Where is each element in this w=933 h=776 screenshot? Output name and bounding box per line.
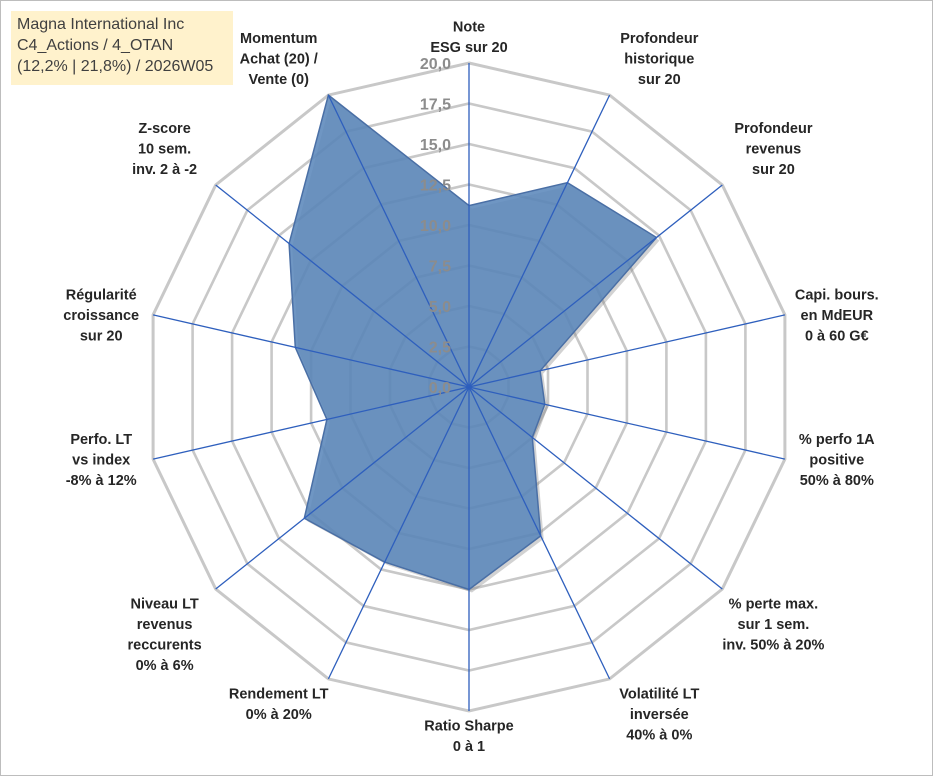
- axis-label: 0 à 60 G€: [805, 329, 869, 345]
- axis-label: sur 20: [752, 162, 795, 178]
- tick-label: 12,5: [420, 178, 451, 195]
- axis-label: revenus: [137, 617, 193, 633]
- axis-spoke: [327, 94, 470, 388]
- axis-label: Ratio Sharpe: [424, 719, 513, 735]
- spoke-layer: [152, 63, 786, 711]
- portfolio-path: C4_Actions / 4_OTAN: [17, 37, 174, 54]
- axis-label: sur 20: [80, 329, 123, 345]
- axis-label: -8% à 12%: [66, 473, 137, 489]
- tick-label: 10,0: [420, 218, 451, 235]
- axis-spoke: [215, 184, 470, 388]
- axis-label: Rendement LT: [229, 686, 329, 702]
- axis-label: positive: [809, 452, 864, 468]
- axis-label: 50% à 80%: [800, 473, 874, 489]
- axis-label: 10 sem.: [138, 142, 191, 158]
- tick-label: 2,5: [429, 340, 451, 357]
- axis-label: 40% à 0%: [626, 727, 692, 743]
- axis-spoke: [468, 386, 611, 680]
- axis-label: Vente (0): [248, 72, 309, 88]
- axis-label: Z-score: [138, 121, 190, 137]
- axis-label: Achat (20) /: [240, 52, 318, 68]
- axis-label: Momentum: [240, 31, 317, 47]
- axis-label: Profondeur: [620, 31, 698, 47]
- axis-label: historique: [624, 52, 694, 68]
- stats-week: (12,2% | 21,8%) / 2026W05: [17, 58, 214, 75]
- axis-label: 0% à 20%: [246, 707, 312, 723]
- axis-label: Régularité: [66, 288, 137, 304]
- axis-spoke: [152, 314, 470, 388]
- axis-label: % perfo 1A: [799, 432, 875, 448]
- axis-label: croissance: [63, 308, 139, 324]
- tick-label: 7,5: [429, 259, 451, 276]
- axis-label: revenus: [746, 142, 802, 158]
- tick-label: 17,5: [420, 97, 451, 114]
- axis-label: sur 20: [638, 72, 681, 88]
- tick-label: 5,0: [429, 299, 451, 316]
- tick-layer: 0,0 2,5 5,0 7,5 10,0 12,5 15,0 17,5 20,0: [420, 56, 451, 397]
- axis-label: Profondeur: [734, 121, 812, 137]
- axis-spoke: [468, 314, 786, 388]
- axis-label: vs index: [72, 452, 130, 468]
- tick-label: 15,0: [420, 137, 451, 154]
- axis-label: ESG sur 20: [430, 40, 507, 56]
- axis-label: Niveau LT: [130, 597, 198, 613]
- axis-spoke: [468, 184, 723, 388]
- axis-spoke: [327, 386, 470, 680]
- axis-label: sur 1 sem.: [738, 617, 810, 633]
- axis-label: 0% à 6%: [136, 658, 194, 674]
- axis-label: % perte max.: [729, 597, 818, 613]
- axis-label: reccurents: [128, 638, 202, 654]
- title-box: Magna International Inc C4_Actions / 4_O…: [11, 11, 233, 85]
- label-layer: Note ESG sur 20 Profondeur historique sur 20…: [63, 20, 878, 756]
- tick-label: 20,0: [420, 56, 451, 73]
- axis-label: 0 à 1: [453, 739, 485, 755]
- axis-label: Capi. bours.: [795, 288, 879, 304]
- axis-label: Perfo. LT: [70, 432, 132, 448]
- axis-spoke: [152, 386, 470, 460]
- axis-label: Note: [453, 20, 485, 36]
- axis-label: inv. 50% à 20%: [722, 638, 824, 654]
- axis-label: en MdEUR: [801, 308, 874, 324]
- axis-label: Volatilité LT: [619, 686, 699, 702]
- axis-spoke: [468, 386, 786, 460]
- axis-label: inversée: [630, 707, 689, 723]
- company-name: Magna International Inc: [17, 16, 185, 33]
- axis-label: inv. 2 à -2: [132, 162, 197, 178]
- tick-label: 0,0: [429, 380, 451, 397]
- axis-spoke: [468, 386, 723, 590]
- series-area: [288, 93, 658, 591]
- axis-spoke: [215, 386, 470, 590]
- area-layer: [288, 93, 660, 593]
- axis-spoke: [468, 94, 611, 388]
